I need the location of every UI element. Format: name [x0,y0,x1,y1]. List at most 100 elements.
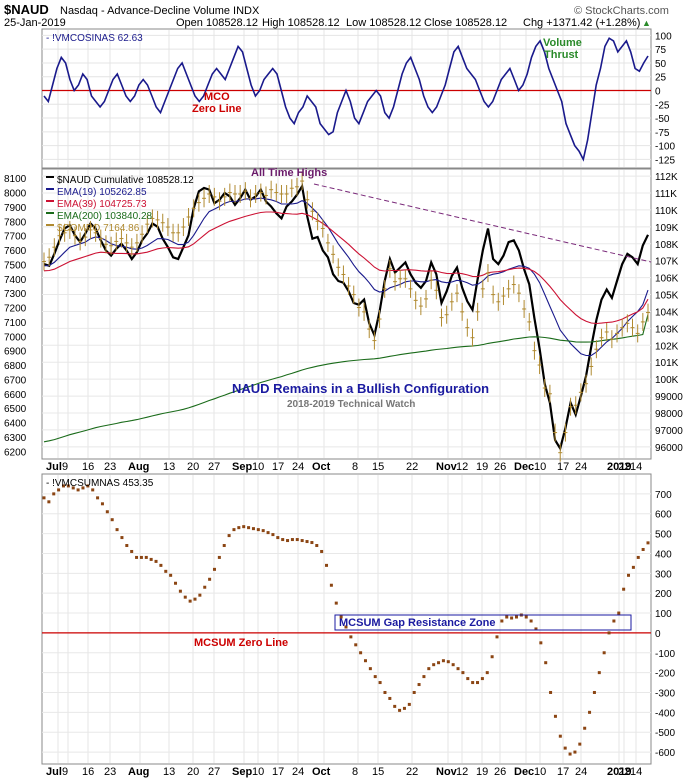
mcsum-point [514,615,518,619]
mcsum-point [91,488,95,492]
mcsum-point [310,541,314,545]
mcsum-point [500,619,504,623]
mcsum-point [320,549,324,553]
x-tick-label: 14 [630,461,642,473]
mcsum-point [237,526,241,530]
x-tick-label: 20 [187,766,199,778]
mcsum-point [510,616,514,620]
x-tick-label: Jul [46,766,62,778]
x-tick-label: Nov [436,766,458,778]
mid-right-tick-label: 105K [655,291,679,302]
mcsum-point [393,704,397,708]
mid-left-tick-label: 7900 [4,203,27,214]
mcsum-point [568,752,572,756]
technical-watch-label: 2018-2019 Technical Watch [287,399,415,410]
series-naud [43,183,649,452]
mcsum-point [139,555,143,559]
mcsum-point [432,663,436,667]
mcsum-point [164,569,168,573]
mcsum-point [135,555,139,559]
legend-swatch-ema39 [46,200,54,202]
mcsum-point [417,683,421,687]
mcsum-zero-label: MCSUM Zero Line [194,637,288,649]
top-y-tick-label: -50 [655,114,670,125]
mcsum-point [86,484,90,488]
x-tick-label: 27 [208,461,220,473]
legend-swatch-naud [46,176,54,178]
mcsum-point [242,525,246,529]
legend-label-naud: $NAUD Cumulative 108528.12 [57,175,194,186]
watermark: © StockCharts.com [574,5,669,17]
mid-right-tick-label: 99000 [655,392,683,403]
mcsum-point [110,518,114,522]
bot-y-tick-label: 400 [655,549,672,560]
mcsum-point [76,488,80,492]
mcsum-point [281,538,285,542]
x-tick-label: 22 [618,766,630,778]
panel-mid-frame [41,168,652,460]
bullish-title: NAUD Remains in a Bullish Configuration [232,381,489,396]
x-tick-label: 2019 [607,461,631,473]
mcsum-point [612,619,616,623]
x-tick-label: 15 [372,766,384,778]
mcsum-point [456,667,460,671]
mid-right-tick-label: 109K [655,223,679,234]
mcsum-point [544,661,548,665]
mcsum-point [261,529,265,533]
mco-label-line2: Zero Line [192,103,242,115]
mcsum-point [115,528,119,532]
x-tick-label: 24 [575,766,587,778]
x-tick-label: Oct [312,766,331,778]
mcsum-point [266,531,270,535]
x-tick-label: Aug [128,461,149,473]
mcsum-point [476,681,480,685]
change-label: Chg +1371.42 (+1.28%) [523,17,640,29]
x-tick-label: Dec [514,461,534,473]
x-tick-label: 13 [163,766,175,778]
x-tick-label: 13 [163,461,175,473]
mid-right-tick-label: 107K [655,257,679,268]
x-tick-label: Aug [128,766,149,778]
mcsum-point [471,681,475,685]
legend-label-ema39: EMA(39) 104725.73 [57,199,147,210]
mcsum-point [96,496,100,500]
high-label: High 108528.12 [262,17,340,29]
mcsum-point [227,534,231,538]
x-tick-label: 10 [534,461,546,473]
mcsum-point [607,631,611,635]
mcsum-point [490,655,494,659]
mcsum-point [100,502,104,506]
mcsum-point [446,660,450,664]
mid-left-tick-label: 6500 [4,404,27,415]
mcsum-point [412,690,416,694]
x-tick-label: 24 [575,461,587,473]
legend-swatch-ema19 [46,188,54,190]
x-tick-label: 12 [456,461,468,473]
mcsum-point [378,681,382,685]
mcsum-point [422,675,426,679]
mid-left-tick-label: 7300 [4,289,27,300]
x-tick-label: Jul [46,461,62,473]
mcsum-point [334,601,338,605]
x-tick-label: 24 [292,766,304,778]
thrust-label-line2: Thrust [544,49,579,61]
mcsum-point [208,577,212,581]
low-label: Low 108528.12 [346,17,421,29]
mcsum-point [573,750,577,754]
x-tick-label: 8 [352,766,358,778]
x-tick-label: 8 [352,461,358,473]
mcsum-point [627,573,631,577]
mcsum-point [641,547,645,551]
mcsum-point [198,593,202,597]
mid-right-tick-label: 97000 [655,426,683,437]
mco-line [43,37,649,162]
x-tick-label: 20 [187,461,199,473]
mcsum-point [125,544,129,548]
mcsum-point [47,500,51,504]
x-tick-label: 12 [456,766,468,778]
x-tick-label: 2019 [607,766,631,778]
mid-left-tick-label: 6200 [4,447,27,458]
mcsum-point [66,484,70,488]
mcsum-point [203,585,207,589]
